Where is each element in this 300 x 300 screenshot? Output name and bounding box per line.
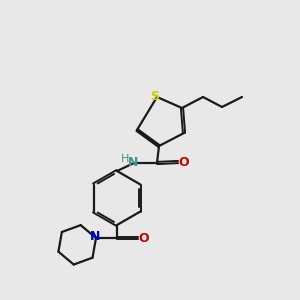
Text: N: N: [90, 230, 100, 244]
Text: S: S: [151, 89, 160, 103]
Text: O: O: [179, 155, 189, 169]
Text: O: O: [139, 232, 149, 244]
Text: H: H: [121, 154, 129, 164]
Text: N: N: [128, 155, 138, 169]
